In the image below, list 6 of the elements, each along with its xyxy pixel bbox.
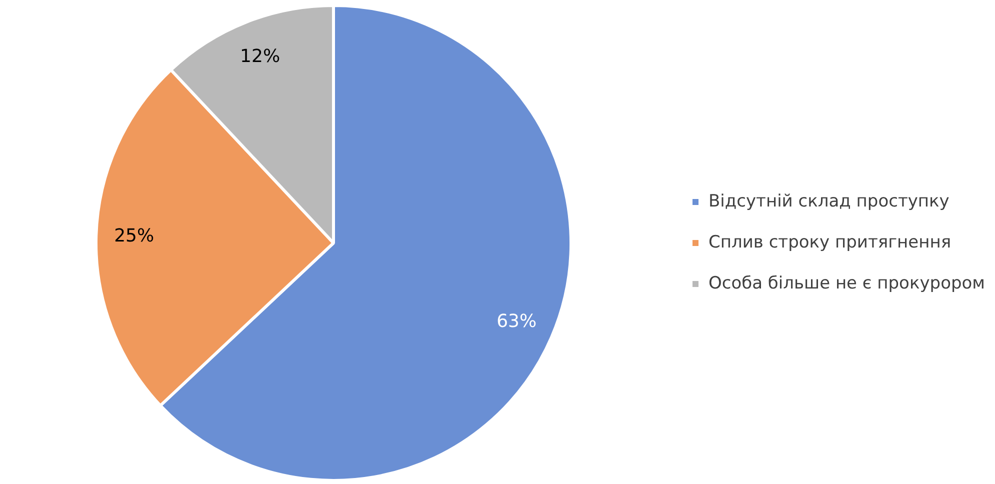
data-label: 25% bbox=[114, 225, 154, 246]
legend-label: Відсутній склад проступку bbox=[708, 191, 950, 212]
legend-label: Особа більше не є прокурором bbox=[708, 273, 985, 294]
legend-label: Сплив строку притягнення bbox=[708, 232, 952, 252]
data-label: 63% bbox=[496, 310, 537, 332]
data-label: 12% bbox=[240, 46, 280, 68]
